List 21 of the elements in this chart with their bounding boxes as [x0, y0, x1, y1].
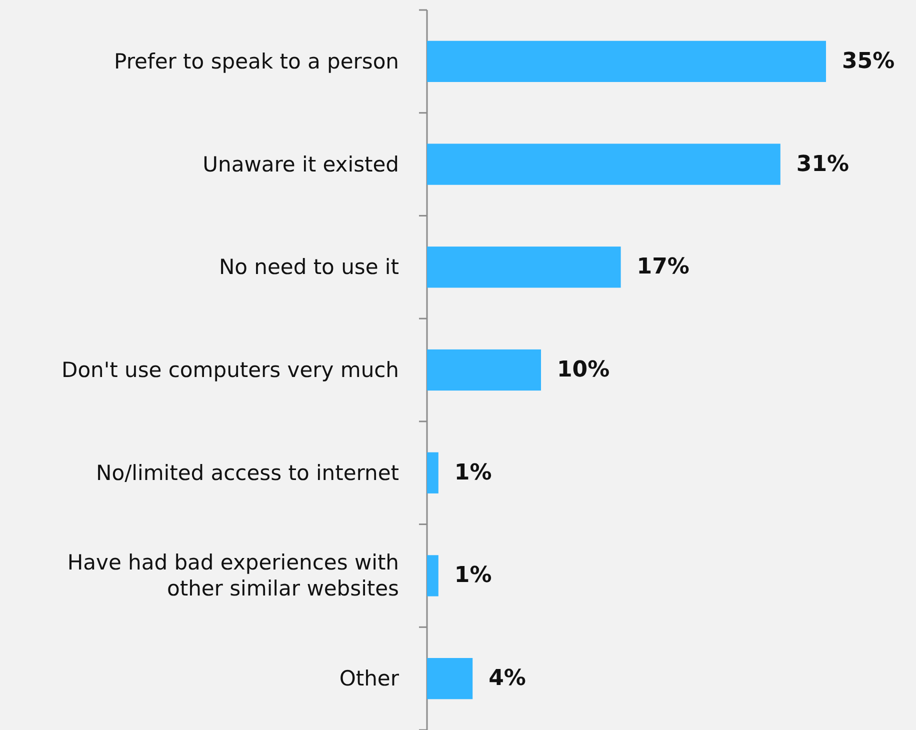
data-label: 35%: [842, 48, 895, 74]
data-label: 31%: [796, 152, 850, 177]
bar: [427, 555, 438, 596]
bar: [427, 246, 621, 288]
data-label: 10%: [557, 358, 610, 382]
y-tick-label: No/limited access to internet: [96, 460, 399, 485]
y-tick-label: Don't use computers very much: [62, 358, 399, 382]
y-tick-label: Other: [339, 666, 400, 691]
y-tick-label: No need to use it: [218, 255, 399, 280]
y-tick-label: Have had bad experiences with other similar websites: [67, 550, 399, 601]
bar: [427, 452, 438, 494]
data-label: 1%: [454, 563, 492, 588]
bar: [427, 144, 780, 185]
data-label: 1%: [454, 460, 492, 486]
y-tick-label: Prefer to speak to a person: [114, 49, 399, 74]
data-label: 17%: [636, 254, 690, 280]
bar: [427, 40, 826, 82]
data-label: 4%: [488, 666, 526, 692]
bar: [427, 349, 541, 391]
y-tick-label: Unaware it existed: [202, 152, 399, 176]
bar: [427, 658, 473, 700]
